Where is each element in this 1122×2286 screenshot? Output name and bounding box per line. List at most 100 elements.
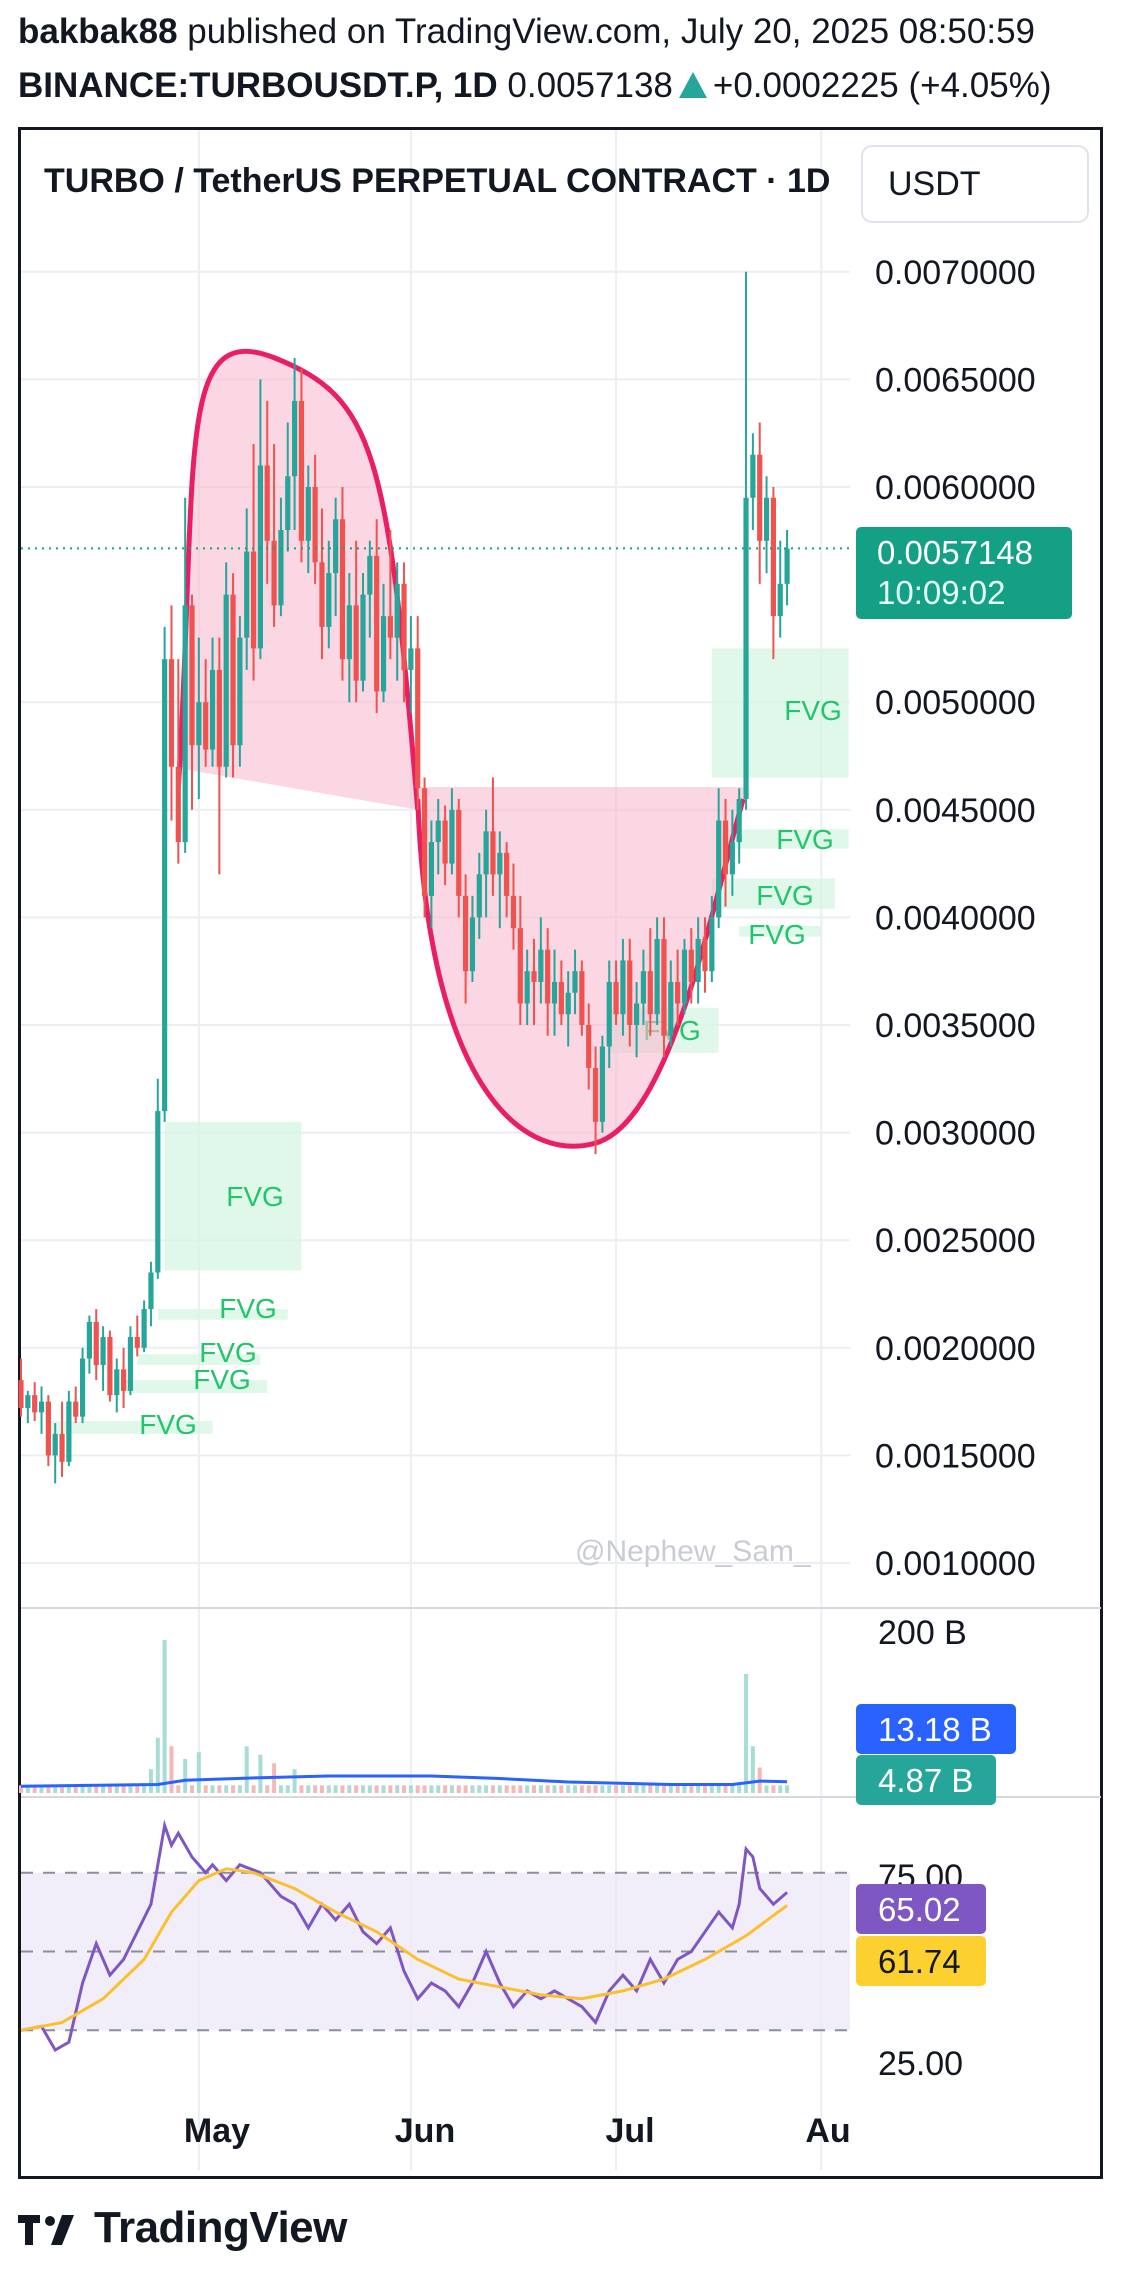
volume-bar [217, 1785, 222, 1793]
candle [162, 626, 168, 1122]
candle [182, 497, 188, 853]
volume-bar [422, 1785, 427, 1793]
candle-body [100, 1337, 106, 1366]
candle-body [490, 831, 496, 875]
candle-body [374, 555, 380, 692]
candle-body [168, 659, 175, 767]
candle-body [620, 960, 626, 1015]
candle-body [545, 949, 551, 1004]
currency-button-label: USDT [888, 165, 981, 203]
candle-body [654, 938, 660, 1015]
tradingview-logo[interactable]: TradingView [18, 2203, 347, 2253]
candle [100, 1326, 106, 1391]
candle-body [394, 583, 400, 638]
candle [538, 917, 544, 1004]
volume-bar [258, 1754, 263, 1793]
time-axis-label: May [184, 2112, 250, 2150]
candle-body [244, 551, 250, 638]
price-axis-label: 0.0035000 [875, 1007, 1036, 1045]
volume-bar [518, 1785, 523, 1793]
volume-bar [682, 1785, 687, 1793]
candle-body [408, 648, 414, 670]
price-axis-label: 0.0015000 [875, 1437, 1036, 1475]
candle [305, 465, 311, 574]
candle-body [175, 766, 181, 843]
candle-body [551, 981, 558, 1004]
candle-body [640, 971, 647, 1004]
volume-bar [39, 1785, 44, 1793]
fvg-label: FVG [226, 1181, 284, 1212]
rsi-line [20, 1819, 789, 2053]
candle [716, 788, 722, 929]
candle-body [449, 809, 455, 864]
volume-bar [231, 1785, 236, 1793]
volume-bar [778, 1785, 783, 1793]
candle-body [456, 809, 462, 896]
volume-bar [190, 1785, 194, 1793]
candle [770, 487, 776, 660]
chart-title: TURBO / TetherUS PERPETUAL CONTRACT · 1D [44, 162, 830, 200]
candle-body [25, 1395, 31, 1409]
volume-bar [128, 1785, 133, 1793]
candle-body [681, 949, 688, 1004]
candle-body [127, 1337, 134, 1391]
candle-body [45, 1401, 51, 1456]
volume-bar [497, 1785, 502, 1793]
candle [675, 949, 681, 1025]
volume-bar [32, 1785, 37, 1793]
candle-body [380, 616, 387, 692]
price-axis-label: 0.0045000 [875, 792, 1036, 830]
candle [326, 540, 332, 649]
candle [73, 1386, 79, 1424]
volume-bar [367, 1785, 372, 1793]
author-name[interactable]: bakbak88 [18, 12, 178, 51]
volume-bar [176, 1785, 181, 1793]
candle [209, 637, 216, 767]
candle-body [463, 895, 469, 972]
volume-bar [443, 1785, 448, 1793]
symbol-name: BINANCE:TURBOUSDT.P, 1D [18, 66, 498, 105]
volume-bar [552, 1785, 557, 1793]
candle-body [38, 1401, 45, 1413]
candle-body [435, 820, 441, 843]
volume-bar [709, 1785, 714, 1793]
candle [66, 1390, 72, 1467]
volume-bar [730, 1785, 735, 1793]
candle-body [141, 1309, 147, 1348]
candle [196, 637, 202, 800]
candle-body [216, 669, 222, 767]
candle-body [73, 1401, 79, 1417]
candle [134, 1315, 140, 1357]
volume-bar [634, 1785, 639, 1793]
candle [668, 960, 674, 1047]
candle [695, 917, 701, 1004]
candle [763, 476, 770, 574]
volume-bar [46, 1785, 51, 1793]
candle [394, 562, 400, 681]
candle-body [729, 842, 735, 875]
candle-body [339, 519, 346, 660]
candle [250, 443, 257, 681]
candle [634, 981, 640, 1058]
candle [292, 357, 298, 531]
candle [339, 487, 346, 681]
candle [661, 917, 667, 1058]
candle [121, 1347, 127, 1409]
candle-body [572, 971, 578, 993]
volume-bar [299, 1785, 304, 1793]
volume-bar [402, 1785, 407, 1793]
volume-bar [675, 1785, 680, 1793]
volume-bar [456, 1785, 461, 1793]
candle [86, 1315, 92, 1374]
volume-bar [60, 1785, 65, 1793]
candle [360, 573, 366, 692]
candle [223, 562, 229, 778]
fvg-zone [48, 1420, 213, 1434]
volume-ma-line [20, 1774, 788, 1788]
candle [729, 809, 735, 896]
volume-bar [689, 1785, 694, 1793]
candle [155, 1078, 161, 1279]
volume-bar [545, 1785, 550, 1793]
candle-body [203, 702, 209, 750]
